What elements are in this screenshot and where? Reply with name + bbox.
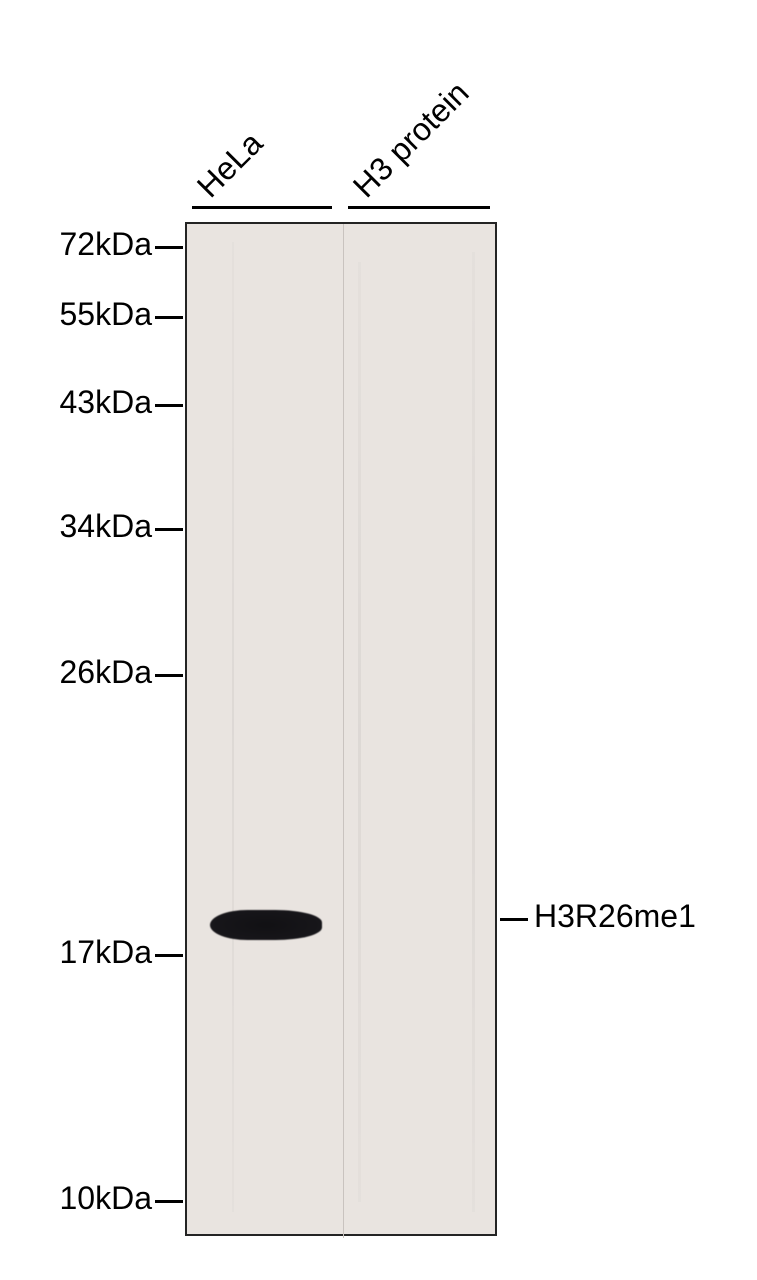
mw-marker-label: 55kDa	[60, 296, 153, 333]
lane-underline	[348, 206, 490, 209]
mw-marker-label: 34kDa	[60, 508, 153, 545]
mw-marker-label: 43kDa	[60, 384, 153, 421]
protein-band	[210, 910, 322, 940]
blot-membrane	[185, 222, 497, 1236]
mw-marker-tick	[155, 528, 183, 531]
mw-marker-tick	[155, 674, 183, 677]
mw-marker-tick	[155, 954, 183, 957]
membrane-streak	[358, 262, 361, 1202]
mw-marker-label: 17kDa	[60, 934, 153, 971]
mw-marker-label: 72kDa	[60, 226, 153, 263]
mw-marker-tick	[155, 316, 183, 319]
mw-marker-tick	[155, 1200, 183, 1203]
lane-label: HeLa	[190, 125, 270, 205]
membrane-streak	[232, 242, 234, 1212]
western-blot-figure: HeLa H3 protein 72kDa 55kDa 43kDa 34kDa 26kDa…	[0, 0, 757, 1280]
mw-marker-label: 26kDa	[60, 654, 153, 691]
lane-label: H3 protein	[346, 74, 477, 205]
band-annotation-tick	[500, 918, 528, 921]
membrane-streak	[472, 252, 475, 1212]
band-annotation-label: H3R26me1	[534, 898, 696, 935]
lane-divider	[343, 224, 344, 1238]
mw-marker-tick	[155, 404, 183, 407]
mw-marker-label: 10kDa	[60, 1180, 153, 1217]
lane-underline	[192, 206, 332, 209]
mw-marker-tick	[155, 246, 183, 249]
